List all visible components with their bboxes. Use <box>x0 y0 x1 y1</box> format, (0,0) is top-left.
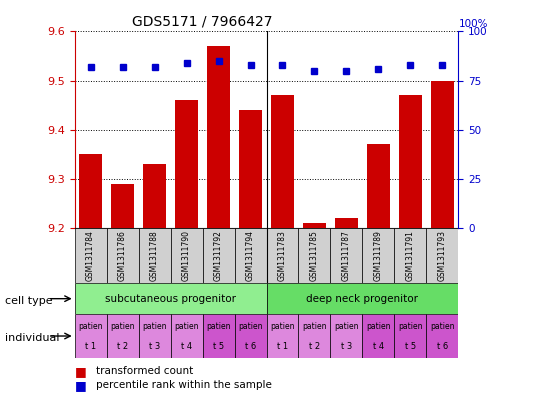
Bar <box>271 95 294 228</box>
Bar <box>107 314 139 358</box>
Text: patien: patien <box>110 322 135 331</box>
Text: GSM1311787: GSM1311787 <box>342 230 351 281</box>
Text: t 3: t 3 <box>341 342 352 351</box>
Text: t 6: t 6 <box>245 342 256 351</box>
Text: patien: patien <box>238 322 263 331</box>
Text: GSM1311788: GSM1311788 <box>150 230 159 281</box>
Bar <box>235 314 266 358</box>
Text: t 1: t 1 <box>277 342 288 351</box>
Text: deep neck progenitor: deep neck progenitor <box>306 294 418 304</box>
Text: GSM1311793: GSM1311793 <box>438 230 447 281</box>
Bar <box>107 228 139 283</box>
Bar <box>330 228 362 283</box>
Text: t 5: t 5 <box>213 342 224 351</box>
Bar <box>75 314 107 358</box>
Bar <box>75 228 107 283</box>
Bar <box>143 164 166 228</box>
Text: patien: patien <box>142 322 167 331</box>
Bar <box>266 283 458 314</box>
Text: patien: patien <box>78 322 103 331</box>
Text: GDS5171 / 7966427: GDS5171 / 7966427 <box>132 15 273 29</box>
Text: individual: individual <box>5 333 60 343</box>
Text: patien: patien <box>398 322 423 331</box>
Text: t 2: t 2 <box>117 342 128 351</box>
Bar <box>171 228 203 283</box>
Text: ■: ■ <box>75 378 86 392</box>
Bar <box>139 314 171 358</box>
Text: GSM1311794: GSM1311794 <box>246 230 255 281</box>
Bar <box>171 314 203 358</box>
Text: t 4: t 4 <box>181 342 192 351</box>
Bar <box>266 228 298 283</box>
Text: GSM1311784: GSM1311784 <box>86 230 95 281</box>
Bar <box>79 154 102 228</box>
Bar <box>394 228 426 283</box>
Text: t 6: t 6 <box>437 342 448 351</box>
Text: GSM1311783: GSM1311783 <box>278 230 287 281</box>
Text: 100%: 100% <box>458 20 488 29</box>
Text: t 3: t 3 <box>149 342 160 351</box>
Bar <box>203 314 235 358</box>
Text: t 5: t 5 <box>405 342 416 351</box>
Text: patien: patien <box>430 322 455 331</box>
Text: patien: patien <box>174 322 199 331</box>
Bar <box>367 144 390 228</box>
Text: GSM1311790: GSM1311790 <box>182 230 191 281</box>
Text: t 1: t 1 <box>85 342 96 351</box>
Bar <box>394 314 426 358</box>
Text: patien: patien <box>270 322 295 331</box>
Bar <box>139 228 171 283</box>
Text: GSM1311786: GSM1311786 <box>118 230 127 281</box>
Bar <box>431 81 454 228</box>
Text: ■: ■ <box>75 365 86 378</box>
Bar <box>362 228 394 283</box>
Bar <box>330 314 362 358</box>
Bar <box>303 223 326 228</box>
Bar <box>399 95 422 228</box>
Bar <box>298 228 330 283</box>
Bar <box>111 184 134 228</box>
Text: transformed count: transformed count <box>96 366 193 376</box>
Text: GSM1311792: GSM1311792 <box>214 230 223 281</box>
Bar <box>335 218 358 228</box>
Bar <box>203 228 235 283</box>
Text: patien: patien <box>302 322 327 331</box>
Text: patien: patien <box>366 322 391 331</box>
Text: cell type: cell type <box>5 296 53 306</box>
Bar <box>239 110 262 228</box>
Bar <box>235 228 266 283</box>
Bar <box>266 314 298 358</box>
Text: subcutaneous progenitor: subcutaneous progenitor <box>105 294 236 304</box>
Bar <box>362 314 394 358</box>
Bar <box>298 314 330 358</box>
Bar <box>426 314 458 358</box>
Text: patien: patien <box>334 322 359 331</box>
Text: patien: patien <box>206 322 231 331</box>
Text: GSM1311789: GSM1311789 <box>374 230 383 281</box>
Bar <box>175 100 198 228</box>
Bar <box>207 46 230 228</box>
Text: percentile rank within the sample: percentile rank within the sample <box>96 380 272 390</box>
Text: GSM1311791: GSM1311791 <box>406 230 415 281</box>
Bar <box>75 283 266 314</box>
Text: GSM1311785: GSM1311785 <box>310 230 319 281</box>
Bar <box>426 228 458 283</box>
Text: t 4: t 4 <box>373 342 384 351</box>
Text: t 2: t 2 <box>309 342 320 351</box>
